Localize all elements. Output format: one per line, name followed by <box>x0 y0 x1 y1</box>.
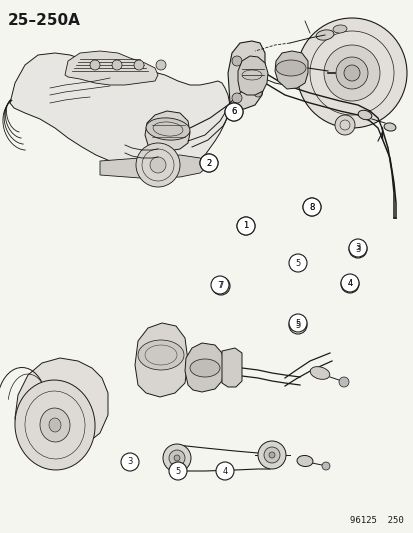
Text: 7: 7 <box>218 281 223 290</box>
Circle shape <box>163 444 190 472</box>
Circle shape <box>136 143 180 187</box>
Text: 3: 3 <box>354 245 360 254</box>
Text: 6: 6 <box>231 108 236 117</box>
Text: 1: 1 <box>243 222 248 230</box>
Ellipse shape <box>190 359 219 377</box>
Circle shape <box>224 103 242 121</box>
Text: 5: 5 <box>294 319 300 327</box>
Text: 25–250A: 25–250A <box>8 13 81 28</box>
Ellipse shape <box>309 367 329 379</box>
Circle shape <box>335 57 367 89</box>
Circle shape <box>173 455 180 461</box>
Circle shape <box>150 157 166 173</box>
Ellipse shape <box>357 110 371 120</box>
Text: 8: 8 <box>309 203 314 212</box>
Text: 1: 1 <box>243 222 248 230</box>
Circle shape <box>348 240 366 258</box>
Circle shape <box>288 316 306 334</box>
Circle shape <box>90 60 100 70</box>
Text: 4: 4 <box>222 466 227 475</box>
Circle shape <box>254 61 261 69</box>
Circle shape <box>254 89 261 97</box>
Circle shape <box>288 254 306 272</box>
Ellipse shape <box>332 25 346 33</box>
Polygon shape <box>135 323 188 397</box>
Ellipse shape <box>275 60 305 76</box>
Ellipse shape <box>138 340 183 370</box>
Ellipse shape <box>146 118 190 140</box>
Text: 4: 4 <box>347 279 352 287</box>
Text: 3: 3 <box>127 457 133 466</box>
Circle shape <box>199 154 218 172</box>
Circle shape <box>268 452 274 458</box>
Polygon shape <box>274 51 307 89</box>
Text: 3: 3 <box>354 244 360 253</box>
Circle shape <box>296 18 406 128</box>
Circle shape <box>169 450 185 466</box>
Circle shape <box>236 217 254 235</box>
Circle shape <box>338 377 348 387</box>
Circle shape <box>343 65 359 81</box>
Circle shape <box>121 453 139 471</box>
Polygon shape <box>228 41 264 109</box>
Circle shape <box>156 60 166 70</box>
Polygon shape <box>237 56 267 95</box>
Polygon shape <box>15 358 108 449</box>
Ellipse shape <box>383 123 395 131</box>
Circle shape <box>302 198 320 216</box>
Polygon shape <box>185 343 223 392</box>
Circle shape <box>231 56 242 66</box>
Circle shape <box>211 277 230 295</box>
Circle shape <box>348 239 366 257</box>
Ellipse shape <box>49 418 61 432</box>
Circle shape <box>340 275 358 293</box>
Circle shape <box>288 314 306 332</box>
Ellipse shape <box>296 456 312 466</box>
Circle shape <box>216 462 233 480</box>
Text: 2: 2 <box>206 158 211 167</box>
Circle shape <box>112 60 122 70</box>
Circle shape <box>169 462 187 480</box>
Circle shape <box>323 45 379 101</box>
Polygon shape <box>221 348 242 387</box>
Circle shape <box>134 60 144 70</box>
Ellipse shape <box>316 30 333 40</box>
Polygon shape <box>10 53 230 169</box>
Circle shape <box>211 276 228 294</box>
Text: 8: 8 <box>309 203 314 212</box>
Ellipse shape <box>15 380 95 470</box>
Text: 2: 2 <box>206 158 211 167</box>
Polygon shape <box>145 111 190 151</box>
Text: 4: 4 <box>347 279 352 288</box>
Circle shape <box>224 103 242 121</box>
Text: 7: 7 <box>217 280 222 289</box>
Text: 5: 5 <box>294 259 300 268</box>
Ellipse shape <box>40 408 70 442</box>
Text: 6: 6 <box>231 108 236 117</box>
Circle shape <box>199 154 218 172</box>
Circle shape <box>321 462 329 470</box>
Circle shape <box>231 93 242 103</box>
Circle shape <box>257 441 285 469</box>
Circle shape <box>302 198 320 216</box>
Circle shape <box>263 447 279 463</box>
Text: 5: 5 <box>294 320 300 329</box>
Circle shape <box>236 217 254 235</box>
Circle shape <box>340 274 358 292</box>
Text: 96125  250: 96125 250 <box>349 516 403 525</box>
Circle shape <box>334 115 354 135</box>
Polygon shape <box>100 155 209 178</box>
Polygon shape <box>65 51 158 85</box>
Text: 5: 5 <box>175 466 180 475</box>
